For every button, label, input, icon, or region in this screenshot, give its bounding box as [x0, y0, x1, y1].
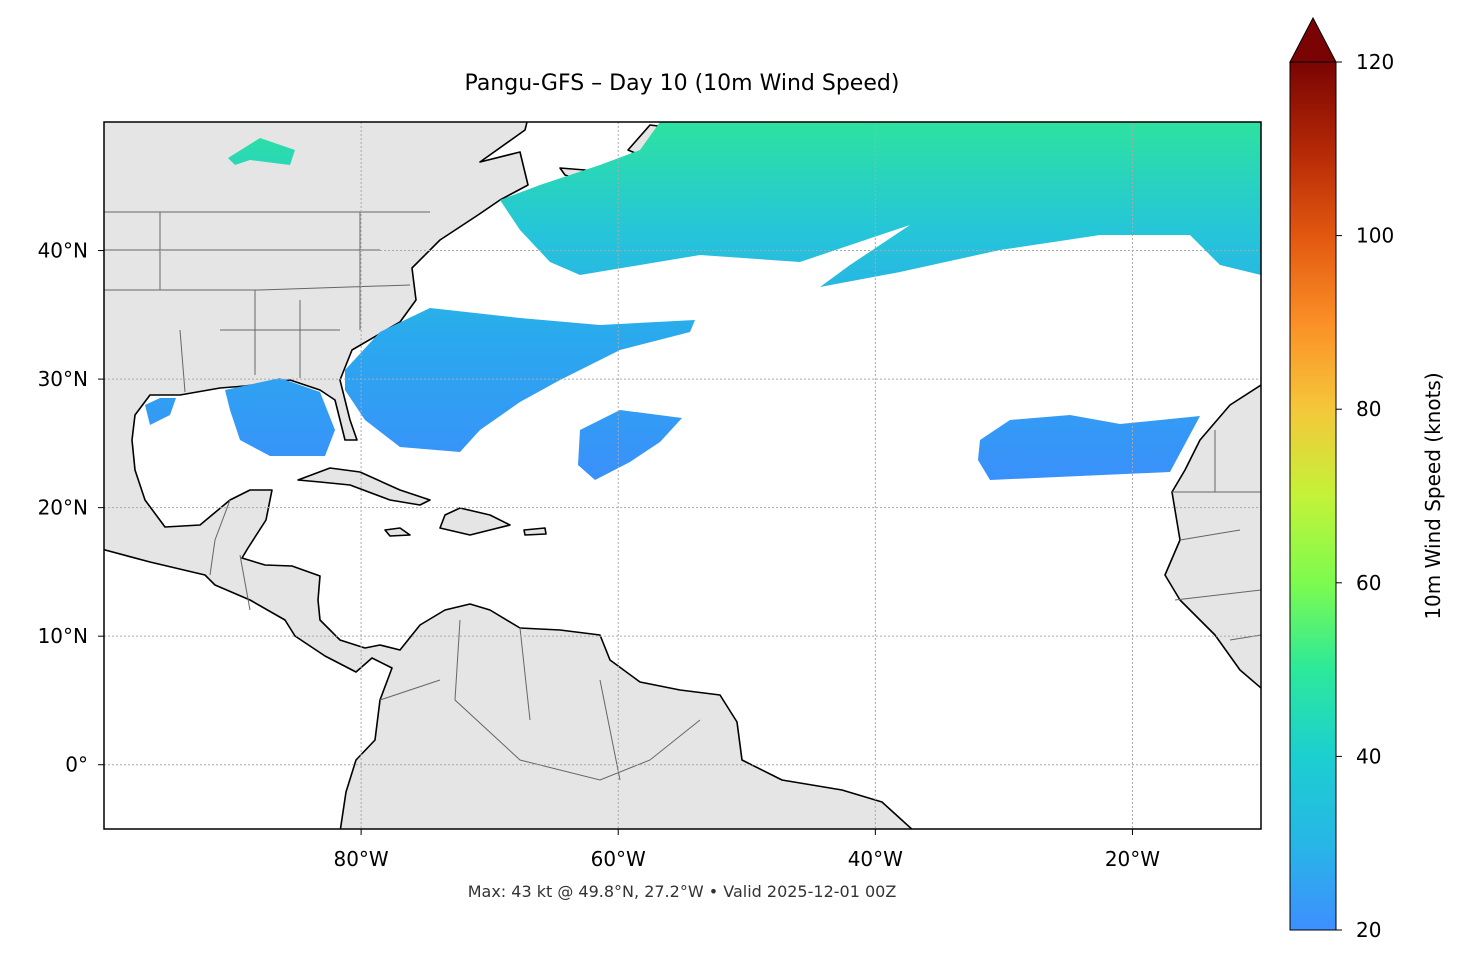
colorbar-tick-label: 100 — [1356, 224, 1394, 248]
wind-region — [978, 415, 1200, 480]
land-hispaniola — [439, 507, 511, 536]
y-tick-label: 0° — [65, 753, 88, 777]
land-cuba — [297, 467, 431, 506]
borders-africa — [1172, 430, 1261, 641]
x-tick-label: 20°W — [1105, 847, 1160, 871]
colorbar-tick-label: 120 — [1356, 50, 1394, 74]
wind-region — [345, 308, 695, 452]
x-tick-label: 80°W — [333, 847, 388, 871]
y-tick-label: 20°N — [38, 496, 88, 520]
colorbar-label: 10m Wind Speed (knots) — [1421, 372, 1445, 619]
land-jamaica — [384, 527, 411, 537]
map-area — [104, 122, 1261, 829]
colorbar-tick-label: 80 — [1356, 397, 1381, 421]
map-title: Pangu-GFS – Day 10 (10m Wind Speed) — [465, 71, 900, 96]
borders — [104, 211, 701, 781]
wind-region — [578, 410, 682, 480]
grid — [104, 122, 1261, 829]
colorbar-tick-label: 40 — [1356, 744, 1381, 768]
y-tick-label: 10°N — [38, 624, 88, 648]
wind-region — [500, 122, 1261, 287]
wind-region — [225, 378, 335, 456]
colorbar — [1289, 61, 1337, 931]
footer-note: Max: 43 kt @ 49.8°N, 27.2°W • Valid 2025… — [468, 882, 897, 901]
map-frame — [103, 121, 1262, 830]
y-tick-label: 40°N — [38, 239, 88, 263]
land-americas — [104, 122, 913, 829]
wind-region — [145, 398, 176, 425]
wind-region — [228, 138, 295, 165]
y-tick-label: 30°N — [38, 367, 88, 391]
x-tick-label: 40°W — [848, 847, 903, 871]
wind-field — [145, 122, 1261, 480]
colorbar-tick-label: 60 — [1356, 571, 1381, 595]
land-puerto-rico — [523, 527, 547, 536]
colorbar-extend — [1289, 16, 1337, 63]
colorbar-tick-label: 20 — [1356, 918, 1381, 942]
x-tick-label: 60°W — [591, 847, 646, 871]
